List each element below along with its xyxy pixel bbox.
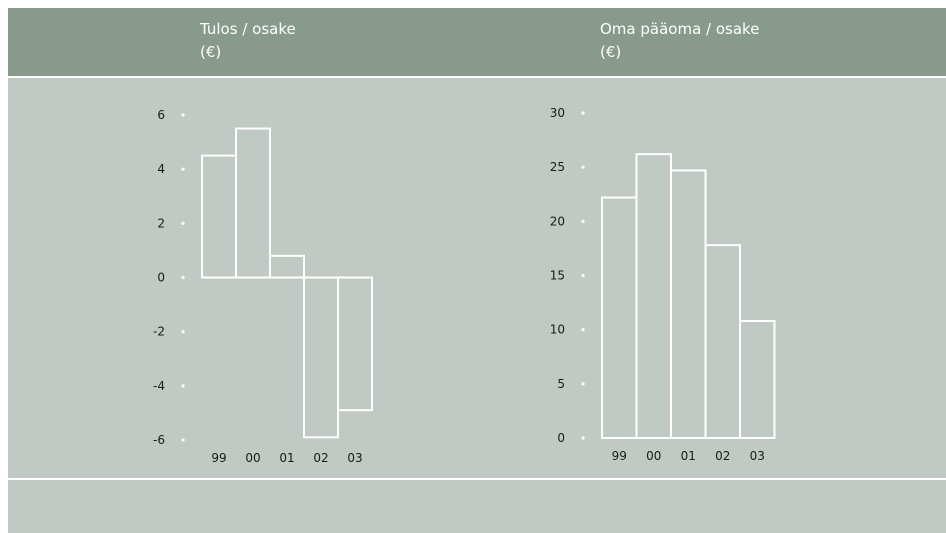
chart-panel: Tulos / osake (€) Oma pääoma / osake (€): [8, 8, 946, 533]
bar-00: [235, 127, 271, 279]
y-tick-label: 30: [550, 106, 565, 120]
y-tick-dot: [181, 167, 185, 171]
x-tick-label: 01: [279, 451, 294, 465]
x-tick-label: 03: [750, 449, 765, 463]
y-tick-label: 6: [157, 108, 165, 122]
x-tick-label: 99: [211, 451, 226, 465]
x-tick-label: 02: [715, 449, 730, 463]
y-tick-dot: [581, 273, 585, 278]
y-tick-label: 0: [157, 271, 165, 285]
y-tick-dot: [181, 221, 185, 225]
footer-divider: [8, 478, 946, 480]
y-tick-dot: [181, 275, 185, 280]
y-tick-label: 15: [550, 269, 565, 283]
chart1-title-block: Tulos / osake (€): [200, 18, 296, 64]
x-tick-label: 99: [612, 449, 627, 463]
x-tick-label: 02: [313, 451, 328, 465]
bar-00: [635, 153, 672, 440]
y-tick-label: -4: [153, 379, 165, 393]
chart2-unit: (€): [600, 43, 622, 61]
chart1-unit: (€): [200, 43, 222, 61]
x-tick-label: 00: [646, 449, 661, 463]
y-tick-label: 0: [557, 431, 565, 445]
y-tick-dot: [581, 328, 585, 332]
y-tick-dot: [181, 330, 185, 334]
y-tick-dot: [581, 219, 585, 223]
y-tick-label: 5: [557, 377, 565, 391]
y-tick-label: 25: [550, 160, 565, 174]
chart2-title: Oma pääoma / osake: [600, 20, 760, 38]
chart2-title-block: Oma pääoma / osake (€): [600, 18, 759, 64]
y-tick-label: -6: [153, 433, 165, 447]
header-divider: [8, 76, 946, 78]
y-tick-label: 10: [550, 323, 565, 337]
bar-01: [269, 254, 305, 279]
x-tick-label: 01: [681, 449, 696, 463]
y-tick-dot: [181, 113, 185, 117]
y-tick-dot: [181, 438, 185, 442]
header-band: [8, 8, 946, 76]
bar-99: [601, 196, 638, 439]
bar-02: [704, 244, 741, 439]
y-tick-label: 20: [550, 214, 565, 228]
y-tick-dot: [581, 111, 585, 115]
bar-03: [739, 320, 776, 439]
y-tick-dot: [581, 382, 585, 386]
y-tick-dot: [581, 436, 585, 440]
y-tick-dot: [181, 384, 185, 388]
y-tick-label: 2: [157, 216, 165, 230]
chart1-title: Tulos / osake: [200, 20, 296, 38]
y-tick-label: -2: [153, 325, 165, 339]
bar-01: [670, 169, 707, 440]
bar-03: [337, 276, 373, 412]
x-tick-label: 03: [347, 451, 362, 465]
y-tick-label: 4: [157, 162, 165, 176]
y-tick-dot: [581, 165, 585, 169]
x-tick-label: 00: [245, 451, 260, 465]
